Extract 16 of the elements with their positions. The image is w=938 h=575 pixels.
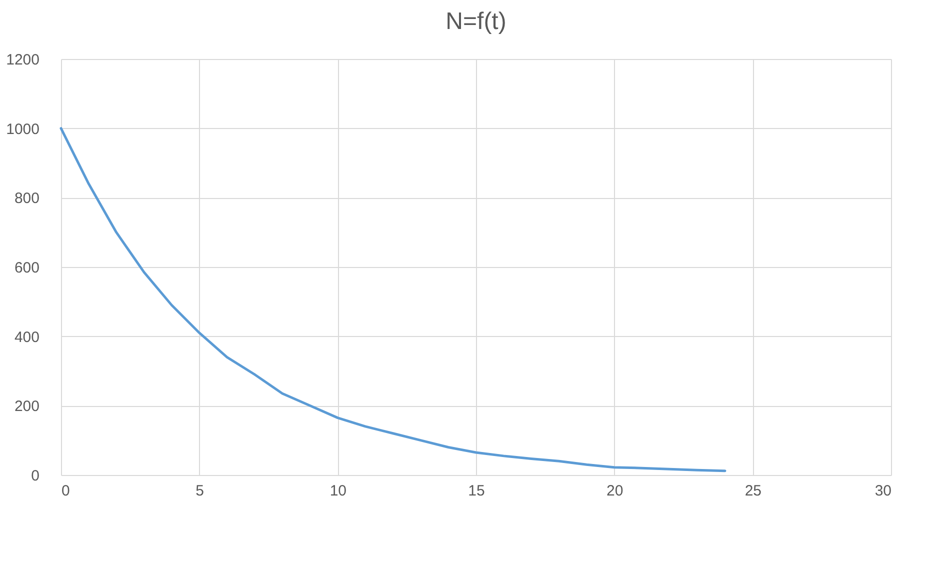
y-tick-label: 0 xyxy=(31,468,40,484)
y-tick-label: 800 xyxy=(14,190,40,208)
y-tick-label: 600 xyxy=(14,260,40,276)
y-tick-label: 1200 xyxy=(6,52,40,68)
x-tick-label: 10 xyxy=(330,482,347,500)
line-series xyxy=(60,127,726,472)
chart-title: N=f(t) xyxy=(446,8,506,35)
x-tick-label: 25 xyxy=(744,482,762,500)
x-tick-label: 5 xyxy=(196,482,204,500)
x-tick-label: 30 xyxy=(874,482,892,500)
x-tick-label: 0 xyxy=(62,482,70,500)
y-tick-label: 1000 xyxy=(6,120,40,138)
y-tick-label: 200 xyxy=(14,398,40,416)
x-tick-label: 20 xyxy=(606,482,624,500)
x-tick-label: 15 xyxy=(468,482,485,500)
y-tick-label: 400 xyxy=(14,328,40,346)
